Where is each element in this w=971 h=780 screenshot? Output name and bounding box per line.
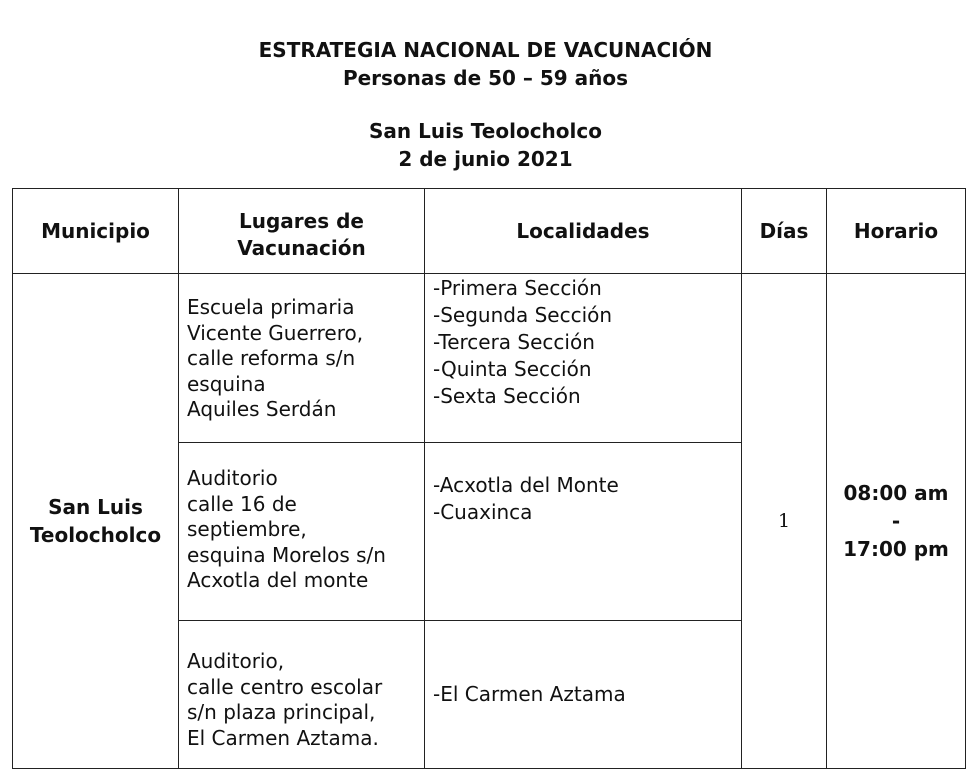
lugar-line: Auditorio, bbox=[187, 649, 285, 673]
lugar-line: septiembre, bbox=[187, 517, 307, 541]
lugar-line: Aquiles Serdán bbox=[187, 397, 337, 421]
place-title: San Luis Teolocholco bbox=[369, 119, 602, 143]
table-row: San Luis Teolocholco Escuela primaria Vi… bbox=[12, 273, 966, 769]
lugar-line: calle reforma s/n bbox=[187, 346, 356, 370]
date-title: 2 de junio 2021 bbox=[398, 147, 573, 171]
horario-line: 08:00 am bbox=[843, 481, 949, 505]
lugar-cell: Auditorio calle 16 de septiembre, esquin… bbox=[178, 442, 425, 621]
lugar-cell: Escuela primaria Vicente Guerrero, calle… bbox=[178, 273, 425, 443]
localidades-cell: -El Carmen Aztama bbox=[424, 620, 742, 769]
header-municipio: Municipio bbox=[12, 188, 179, 274]
dias-cell: 1 bbox=[741, 273, 827, 769]
lugar-line: Acxotla del monte bbox=[187, 568, 369, 592]
localidad-line: -Sexta Sección bbox=[433, 384, 581, 408]
lugar-line: Escuela primaria bbox=[187, 295, 355, 319]
header-dias: Días bbox=[741, 188, 827, 274]
document-title: ESTRATEGIA NACIONAL DE VACUNACIÓN bbox=[258, 38, 713, 62]
lugar-line: Vicente Guerrero, bbox=[187, 320, 364, 345]
header-localidades: Localidades bbox=[424, 188, 742, 274]
lugar-line: calle 16 de bbox=[187, 491, 297, 516]
localidad-line: -Cuaxinca bbox=[433, 500, 533, 524]
municipio-line: San Luis bbox=[48, 495, 143, 519]
table-row: Auditorio calle 16 de septiembre, esquin… bbox=[13, 442, 966, 621]
horario-line: - bbox=[891, 509, 901, 533]
municipio-line: Teolocholco bbox=[29, 523, 162, 547]
table-row: Auditorio, calle centro escolar s/n plaz… bbox=[13, 620, 966, 769]
localidad-line: -El Carmen Aztama bbox=[433, 682, 626, 706]
lugar-line: esquina bbox=[187, 371, 266, 396]
localidad-line: -Segunda Sección bbox=[433, 303, 613, 327]
lugar-line: s/n plaza principal, bbox=[187, 700, 376, 724]
horario-line: 17:00 pm bbox=[843, 537, 949, 561]
localidad-line: -Primera Sección bbox=[433, 276, 602, 300]
document-subtitle: Personas de 50 – 59 años bbox=[342, 66, 629, 90]
municipio-cell: San Luis Teolocholco bbox=[12, 273, 179, 769]
localidad-line: -Quinta Sección bbox=[433, 357, 592, 381]
localidad-line: -Acxotla del Monte bbox=[433, 473, 619, 497]
header-lugares: Lugares de Vacunación bbox=[178, 188, 425, 274]
table-header-row: Municipio Lugares de Vacunación Localida… bbox=[12, 188, 966, 274]
localidades-cell: -Acxotla del Monte -Cuaxinca bbox=[424, 442, 742, 621]
lugar-line: esquina Morelos s/n bbox=[187, 542, 386, 567]
lugar-line: calle centro escolar bbox=[187, 674, 383, 699]
vaccination-schedule-table: Municipio Lugares de Vacunación Localida… bbox=[12, 188, 966, 769]
lugar-cell: Auditorio, calle centro escolar s/n plaz… bbox=[178, 620, 425, 769]
header-horario: Horario bbox=[826, 188, 966, 274]
horario-cell: 08:00 am - 17:00 pm bbox=[826, 273, 966, 769]
lugar-line: Auditorio bbox=[187, 466, 278, 490]
header-lugares-label: Lugares de Vacunación bbox=[237, 209, 366, 260]
localidades-cell: -Primera Sección -Segunda Sección -Terce… bbox=[424, 273, 742, 443]
localidad-line: -Tercera Sección bbox=[433, 330, 595, 354]
lugar-line: El Carmen Aztama. bbox=[187, 725, 379, 750]
